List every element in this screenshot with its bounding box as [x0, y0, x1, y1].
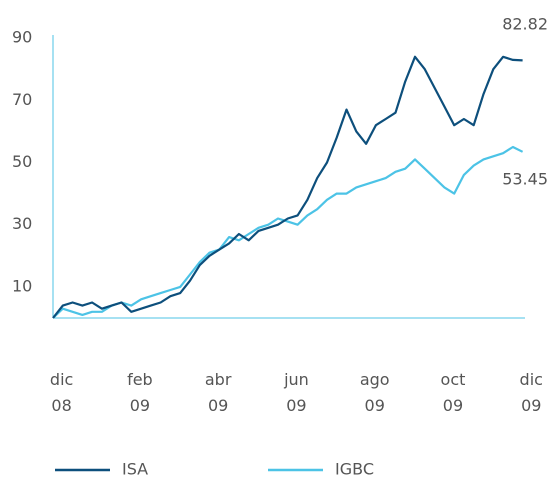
- legend-label: IGBC: [335, 460, 374, 479]
- y-tick-label: 10: [12, 276, 32, 295]
- x-tick-label: dic 08: [50, 370, 73, 415]
- y-tick-label: 90: [12, 28, 32, 47]
- x-tick-label: oct 09: [441, 370, 466, 415]
- end-value-label: 82.82: [502, 15, 548, 34]
- end-value-label: 53.45: [502, 170, 548, 189]
- legend-label: ISA: [122, 460, 148, 479]
- y-tick-label: 70: [12, 90, 32, 109]
- line-series: [52, 55, 523, 319]
- x-tick-label: abr 09: [205, 370, 232, 415]
- y-tick-label: 30: [12, 214, 32, 233]
- x-tick-label: dic 09: [520, 370, 543, 415]
- x-tick-label: feb 09: [127, 370, 153, 415]
- line-series: [52, 145, 524, 319]
- x-tick-label: jun 09: [283, 370, 309, 415]
- x-tick-label: ago 09: [360, 370, 390, 415]
- y-tick-label: 50: [12, 152, 32, 171]
